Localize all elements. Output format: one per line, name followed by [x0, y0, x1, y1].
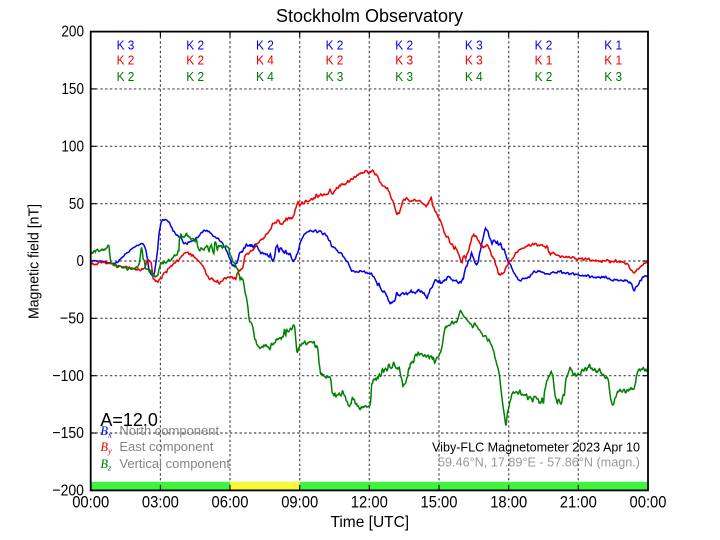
svg-text:K 3: K 3 [465, 53, 483, 68]
svg-text:09:00: 09:00 [281, 494, 318, 512]
svg-text:0: 0 [77, 253, 85, 270]
svg-text:K 3: K 3 [395, 69, 413, 84]
svg-text:North component: North component [119, 423, 219, 438]
svg-text:−100: −100 [52, 368, 84, 385]
svg-text:Viby-FLC Magnetometer 2023 Apr: Viby-FLC Magnetometer 2023 Apr 10 [432, 440, 640, 455]
svg-text:K 2: K 2 [117, 69, 135, 84]
svg-text:K 3: K 3 [604, 69, 622, 84]
svg-text:K 2: K 2 [326, 53, 344, 68]
svg-text:K 4: K 4 [465, 69, 483, 84]
svg-text:06:00: 06:00 [212, 494, 249, 512]
svg-text:Magnetic field [nT]: Magnetic field [nT] [27, 204, 43, 319]
svg-text:00:00: 00:00 [630, 494, 667, 512]
svg-text:K 2: K 2 [186, 53, 204, 68]
svg-text:K 2: K 2 [256, 37, 274, 52]
svg-text:−150: −150 [52, 425, 84, 442]
svg-text:−200: −200 [52, 483, 84, 500]
svg-text:By: By [100, 440, 112, 456]
svg-text:K 1: K 1 [535, 53, 553, 68]
svg-text:K 1: K 1 [604, 53, 622, 68]
svg-text:K 2: K 2 [535, 37, 553, 52]
svg-text:100: 100 [61, 138, 84, 155]
svg-text:Vertical component: Vertical component [119, 456, 230, 471]
svg-text:K 3: K 3 [117, 37, 135, 52]
svg-text:200: 200 [61, 24, 84, 41]
svg-text:K 2: K 2 [326, 37, 344, 52]
svg-text:18:00: 18:00 [490, 494, 527, 512]
svg-text:K 1: K 1 [604, 37, 622, 52]
svg-text:K 3: K 3 [326, 69, 344, 84]
svg-text:Time [UTC]: Time [UTC] [330, 514, 409, 531]
svg-text:59.46°N, 17.89°E - 57.86°N (ma: 59.46°N, 17.89°E - 57.86°N (magn.) [438, 455, 640, 470]
svg-text:K 3: K 3 [395, 53, 413, 68]
svg-text:Bz: Bz [100, 457, 112, 473]
svg-text:K 2: K 2 [535, 69, 553, 84]
svg-text:K 3: K 3 [465, 37, 483, 52]
svg-text:15:00: 15:00 [421, 494, 458, 512]
svg-text:03:00: 03:00 [142, 494, 179, 512]
svg-text:150: 150 [61, 81, 84, 98]
svg-text:00:00: 00:00 [72, 494, 109, 512]
svg-text:50: 50 [69, 196, 84, 213]
svg-text:K 4: K 4 [256, 69, 274, 84]
svg-text:K 2: K 2 [186, 69, 204, 84]
svg-text:K 2: K 2 [117, 53, 135, 68]
svg-text:K 2: K 2 [395, 37, 413, 52]
svg-text:A=12.0: A=12.0 [100, 410, 157, 430]
svg-text:K 2: K 2 [186, 37, 204, 52]
svg-text:K 4: K 4 [256, 53, 274, 68]
svg-text:Bx: Bx [100, 424, 112, 440]
svg-text:12:00: 12:00 [351, 494, 388, 512]
svg-text:−50: −50 [60, 310, 84, 327]
svg-text:East component: East component [119, 439, 213, 454]
svg-text:21:00: 21:00 [560, 494, 597, 512]
svg-text:Stockholm Observatory: Stockholm Observatory [276, 6, 463, 26]
